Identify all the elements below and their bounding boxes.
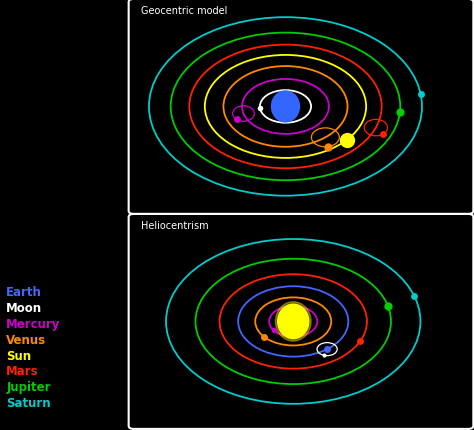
Text: Jupiter: Jupiter (6, 381, 51, 394)
Text: Mercury: Mercury (6, 318, 61, 331)
Text: Sun: Sun (6, 350, 31, 362)
Text: Moon: Moon (6, 302, 42, 315)
FancyBboxPatch shape (128, 0, 474, 214)
Text: Earth: Earth (6, 286, 42, 299)
Text: Geocentric model: Geocentric model (141, 6, 227, 16)
Text: Saturn: Saturn (6, 397, 51, 410)
Text: Mars: Mars (6, 366, 39, 378)
Circle shape (275, 302, 311, 341)
Circle shape (278, 304, 309, 338)
Circle shape (272, 91, 300, 122)
FancyBboxPatch shape (128, 214, 474, 429)
Text: Venus: Venus (6, 334, 46, 347)
Text: Heliocentrism: Heliocentrism (141, 221, 208, 231)
